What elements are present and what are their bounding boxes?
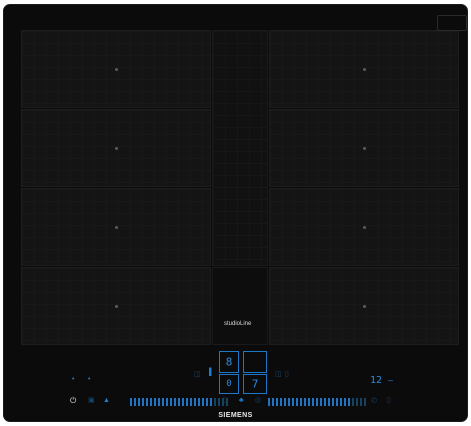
zone-marker: [362, 225, 366, 229]
power-icon[interactable]: ⏻: [70, 396, 77, 405]
left-zone-indicator-icon: ▌: [209, 369, 214, 376]
cooking-zone-left-3[interactable]: [21, 188, 211, 266]
left-bottom-display: 0: [219, 374, 239, 394]
cooking-zone-left-2[interactable]: [21, 109, 211, 187]
timer-readout: 12 —: [370, 375, 393, 386]
zone-marker: [114, 304, 118, 308]
cooking-zone-left-4[interactable]: [21, 267, 211, 345]
left-zone-select-icon[interactable]: ◫: [194, 371, 201, 378]
center-lower-strip: [212, 267, 268, 345]
center-left-icon[interactable]: ▯: [223, 397, 227, 404]
zone-marker: [362, 304, 366, 308]
center-right-icon[interactable]: ◎: [255, 397, 262, 404]
series-label: studioLine: [224, 321, 252, 327]
zone-marker: [114, 225, 118, 229]
cooking-zone-right-4[interactable]: [269, 267, 459, 345]
zone-marker: [362, 67, 366, 71]
right-top-display: [243, 351, 267, 373]
zone-marker: [362, 146, 366, 150]
right-zone-extra-icon[interactable]: ▯: [285, 371, 289, 378]
induction-hob: studioLine • • ⏻ ▣ ▲ ◫ ▌ 8 0 7 ◫ ▯ ▯ ♣ ◎…: [3, 4, 468, 422]
cooking-zone-right-3[interactable]: [269, 188, 459, 266]
boost-icon[interactable]: ▲: [103, 397, 110, 404]
timer-value: 12: [370, 375, 383, 386]
right-zone-select-icon[interactable]: ◫: [275, 371, 282, 378]
indicator-dot-right: •: [88, 376, 91, 383]
zone-marker: [114, 67, 118, 71]
timer-unit-marker: —: [388, 376, 393, 385]
brand-logo: SIEMENS: [218, 412, 253, 419]
timer-display: 7: [243, 374, 267, 394]
cooking-zone-right-2[interactable]: [269, 109, 459, 187]
fan-icon[interactable]: ♣: [239, 397, 244, 404]
indicator-dot-left: •: [72, 376, 75, 383]
timer-extra-icon[interactable]: ▯: [387, 397, 391, 404]
timer-icon[interactable]: ◴: [371, 397, 378, 404]
center-strip: [212, 30, 268, 266]
lock-icon[interactable]: ▣: [88, 397, 95, 404]
zone-marker: [114, 146, 118, 150]
left-power-display: 8: [219, 351, 239, 373]
power-slider-left[interactable]: [130, 398, 228, 406]
cooking-zone-left-1[interactable]: [21, 30, 211, 108]
cooking-zone-right-1[interactable]: [269, 30, 459, 108]
logo-badge: [437, 15, 467, 31]
power-slider-right[interactable]: [268, 398, 366, 406]
